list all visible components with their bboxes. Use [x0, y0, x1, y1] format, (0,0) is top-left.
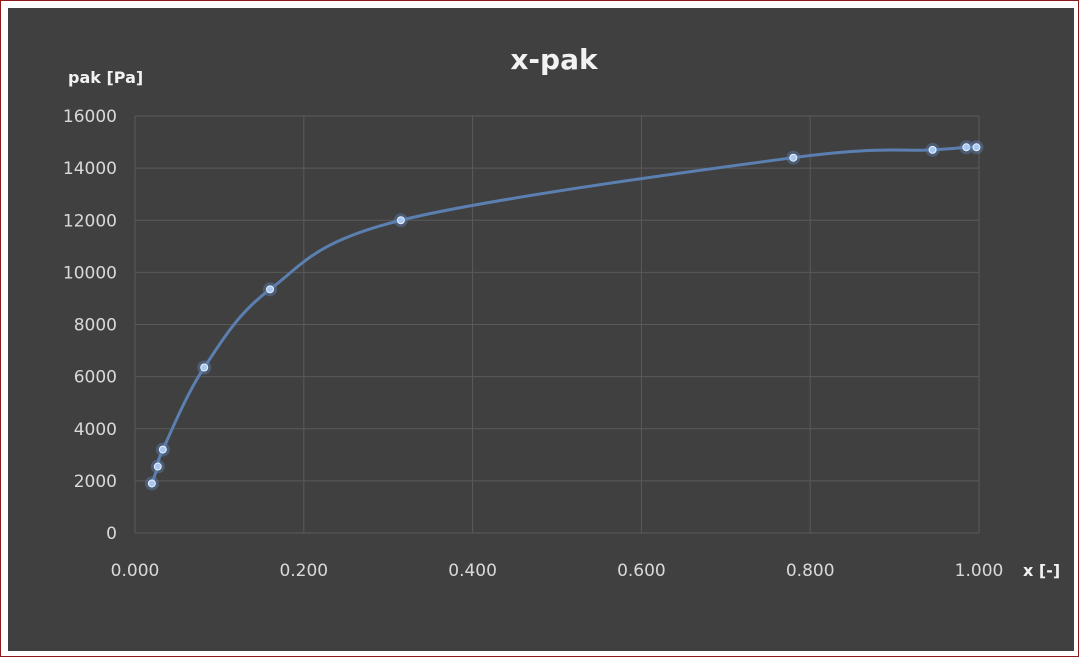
- y-tick-label: 8000: [74, 316, 117, 336]
- x-tick-labels: 0.000 0.200 0.400 0.600 0.800 1.000: [111, 561, 1004, 581]
- y-tick-label: 14000: [63, 159, 117, 179]
- x-axis-label: x [-]: [1023, 561, 1060, 580]
- y-tick-labels: 0 2000 4000 6000 8000 10000 12000 14000 16000: [63, 107, 117, 544]
- x-tick-label: 0.400: [448, 561, 497, 581]
- y-tick-label: 0: [106, 524, 117, 544]
- y-tick-label: 2000: [74, 472, 117, 492]
- y-tick-label: 6000: [74, 368, 117, 388]
- y-axis-label: pak [Pa]: [68, 68, 143, 87]
- series-line: [150, 145, 977, 484]
- x-tick-label: 0.000: [111, 561, 160, 581]
- data-point: [928, 145, 937, 154]
- data-point: [266, 285, 275, 294]
- data-point: [200, 363, 209, 372]
- data-points: [144, 140, 984, 491]
- data-point: [158, 445, 167, 454]
- data-point: [972, 143, 981, 152]
- x-tick-label: 0.200: [279, 561, 328, 581]
- data-point: [396, 216, 405, 225]
- x-tick-label: 1.000: [955, 561, 1004, 581]
- chart-area: 0 2000 4000 6000 8000 10000 12000 14000 16000 0.…: [8, 8, 1074, 651]
- chart-title: x-pak: [510, 43, 599, 76]
- chart-svg: 0 2000 4000 6000 8000 10000 12000 14000 16000 0.…: [63, 43, 1060, 581]
- x-tick-label: 0.600: [617, 561, 666, 581]
- data-point: [153, 462, 162, 471]
- y-tick-label: 4000: [74, 420, 117, 440]
- data-point: [962, 143, 971, 152]
- y-tick-label: 16000: [63, 107, 117, 127]
- y-tick-label: 10000: [63, 263, 117, 283]
- data-point: [789, 153, 798, 162]
- x-tick-label: 0.800: [786, 561, 835, 581]
- grid-lines: [134, 115, 980, 534]
- data-point: [147, 479, 156, 488]
- y-tick-label: 12000: [63, 211, 117, 231]
